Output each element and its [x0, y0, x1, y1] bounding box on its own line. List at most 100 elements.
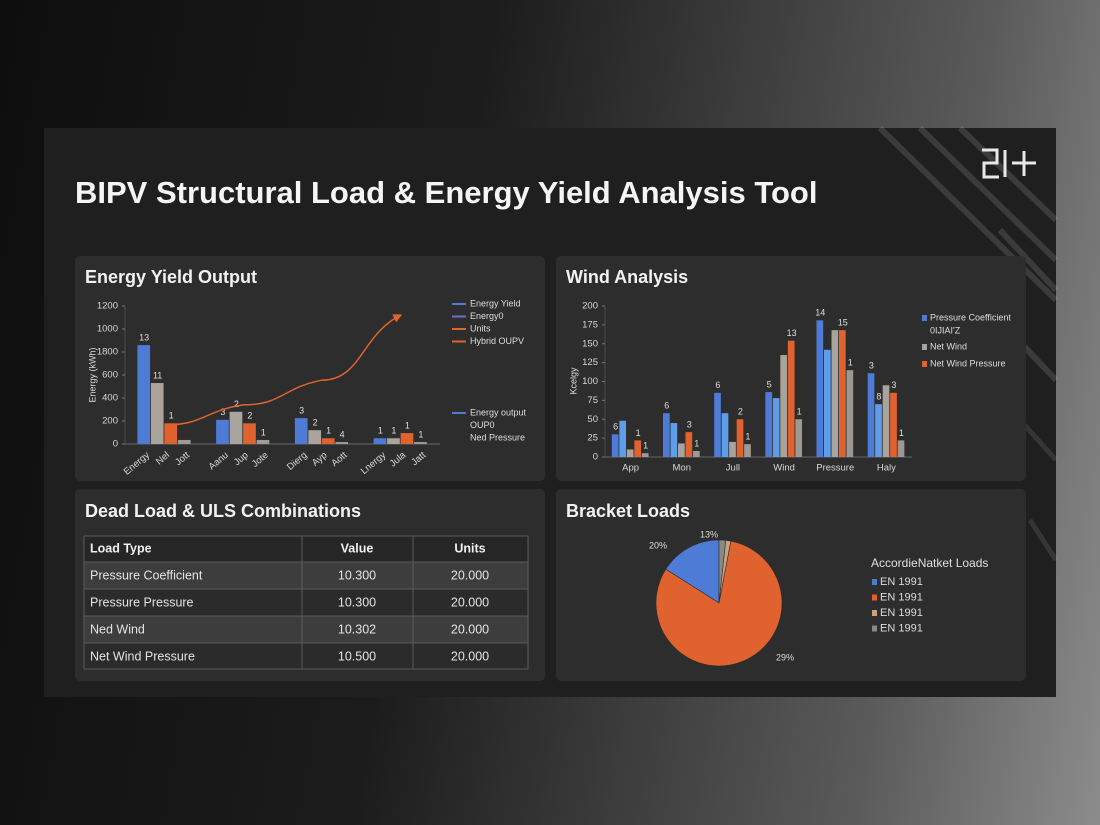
bar-label: 3: [299, 406, 304, 416]
bar: [256, 439, 270, 444]
table-body: Pressure Coefficient 10.300 20.000 Pressure…: [90, 568, 489, 663]
legend-label: EN 1991: [880, 607, 923, 619]
bar: [685, 432, 693, 457]
bar: [693, 450, 700, 457]
y-tick-label: 600: [102, 370, 118, 381]
backdrop-lines: [877, 125, 1059, 562]
bar: [721, 413, 729, 457]
bar: [897, 440, 905, 457]
table-header-cell: Units: [454, 541, 485, 555]
table-cell: 20.000: [451, 622, 489, 636]
bar: [414, 442, 427, 444]
bar-label: 2: [234, 399, 239, 409]
table-row: [84, 616, 528, 643]
table: Load Type Value Units Pressure Coefficie…: [83, 535, 529, 670]
y-tick-label: 200: [102, 416, 118, 427]
bar-label: 3: [869, 361, 874, 371]
pie-slice: [665, 539, 720, 604]
y-tick-label: 175: [582, 319, 598, 330]
pie-slice: [655, 540, 783, 667]
bar: [611, 434, 619, 457]
y-tick-label: 1800: [97, 347, 118, 358]
legend-label: EN 1991: [880, 576, 923, 588]
bar-label: 1: [418, 429, 423, 439]
table-cell: Net Wind Pressure: [90, 649, 195, 663]
legend-swatch: [922, 361, 927, 367]
table-cell: Pressure Coefficient: [90, 568, 203, 582]
x-tick-label: Jull: [726, 463, 740, 474]
table-cell: 10.300: [338, 568, 376, 582]
bar: [634, 440, 642, 457]
bar: [619, 420, 627, 457]
bar: [321, 438, 335, 444]
table-row: [84, 643, 528, 669]
bar: [795, 419, 803, 457]
bar: [875, 404, 882, 457]
bar-label: 13: [139, 332, 149, 342]
bar: [229, 411, 243, 444]
y-tick-label: 75: [587, 395, 598, 406]
y-tick-label: 0: [593, 452, 598, 463]
bar-label: 1: [745, 432, 750, 442]
bar: [772, 398, 780, 457]
bar: [744, 444, 751, 457]
table-borders: [83, 535, 529, 670]
bar-label: 1: [405, 420, 410, 430]
table-row: [84, 589, 528, 616]
bar: [867, 373, 875, 457]
bar-label: 8: [876, 392, 881, 402]
table-cell: 10.302: [338, 622, 376, 636]
table-cell: 10.300: [338, 595, 376, 609]
legend-swatch: [872, 579, 877, 585]
bar-label: 3: [891, 380, 896, 390]
y-tick-label: 1200: [97, 301, 118, 312]
bar: [714, 392, 721, 457]
bar-label: 1: [636, 428, 641, 438]
legend-label: Energy Yield: [470, 298, 521, 308]
bar-label: 2: [738, 407, 743, 417]
x-tick-label: Pressure: [816, 463, 854, 474]
bar: [670, 423, 678, 457]
bar-label: 6: [715, 380, 720, 390]
bar-label: 1: [797, 407, 802, 417]
trend-line: [164, 314, 403, 426]
bar: [308, 430, 322, 444]
bar-label: 3: [687, 419, 692, 429]
bar-label: 1: [899, 428, 904, 438]
panel: [75, 256, 545, 481]
page-title: BIPV Structural Load & Energy Yield Anal…: [75, 175, 817, 210]
bar-label: 14: [815, 308, 825, 318]
bar: [816, 320, 824, 457]
table-cell: 20.000: [451, 649, 489, 663]
bar-label: 5: [767, 379, 772, 389]
bar: [824, 349, 831, 457]
bar: [736, 419, 744, 457]
bar: [387, 438, 400, 444]
bar: [400, 433, 414, 444]
y-tick-label: 1000: [97, 324, 118, 335]
bar-label: 4: [340, 429, 345, 439]
x-tick-label: App: [622, 463, 639, 474]
y-axis-label: Energy (kWh): [87, 347, 97, 402]
bar: [882, 385, 890, 457]
pie-annotation: 20%: [649, 540, 667, 550]
bar-label: 11: [153, 370, 162, 380]
bar-label: 2: [313, 418, 318, 428]
legend-label: Energy output: [470, 407, 527, 417]
legend-swatch: [922, 315, 927, 321]
bar: [641, 453, 649, 457]
bar: [294, 418, 308, 444]
table-header-cell: Load Type: [90, 541, 152, 555]
bar: [787, 340, 795, 457]
table-cell: 20.000: [451, 595, 489, 609]
pie-slice: [718, 539, 727, 604]
bar-label: 1: [391, 426, 396, 436]
bar-label: 1: [169, 411, 174, 421]
bar: [243, 423, 256, 444]
legend-label: Ned Pressure: [470, 432, 525, 442]
legend-label: Energy0: [470, 311, 504, 321]
bar: [626, 449, 634, 457]
panel-title: Dead Load & ULS Combinations: [85, 501, 361, 521]
legend-label: Hybrid OUPV: [470, 336, 524, 346]
bar-label: 6: [613, 422, 618, 432]
